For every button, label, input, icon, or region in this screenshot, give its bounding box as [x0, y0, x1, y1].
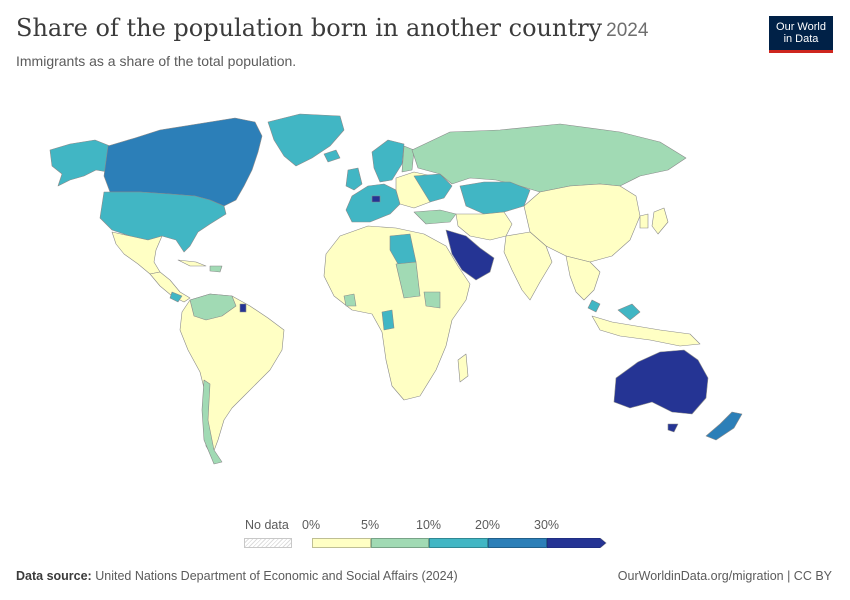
- title-text: Share of the population born in another …: [16, 14, 603, 42]
- region-cote-divoire[interactable]: [343, 293, 357, 307]
- data-source-text: United Nations Department of Economic an…: [95, 569, 458, 583]
- region-iceland[interactable]: [323, 149, 341, 163]
- legend-tick-0: 0%: [302, 518, 321, 532]
- legend-tick-4: 30%: [534, 518, 560, 532]
- world-map[interactable]: [0, 80, 850, 500]
- data-source-label: Data source:: [16, 569, 92, 583]
- region-central-america[interactable]: [149, 271, 191, 303]
- region-chile[interactable]: [201, 379, 223, 465]
- region-western-europe[interactable]: [345, 183, 401, 223]
- region-scandinavia[interactable]: [371, 139, 405, 183]
- region-mexico[interactable]: [111, 231, 163, 275]
- region-ethiopia-area[interactable]: [423, 291, 441, 309]
- title-year: 2024: [606, 20, 649, 41]
- region-kazakhstan[interactable]: [459, 181, 531, 215]
- region-malaysia[interactable]: [587, 299, 601, 313]
- region-finland[interactable]: [401, 145, 415, 173]
- region-costa-rica[interactable]: [169, 291, 183, 303]
- legend-bin-0[interactable]: [312, 538, 371, 548]
- legend-bin-2[interactable]: [429, 538, 488, 548]
- region-africa[interactable]: [323, 225, 471, 401]
- region-greenland[interactable]: [267, 113, 345, 167]
- region-sudan-chad[interactable]: [395, 261, 421, 299]
- region-tasmania[interactable]: [667, 423, 679, 433]
- region-australia[interactable]: [613, 349, 709, 415]
- region-japan[interactable]: [651, 207, 669, 235]
- region-korea[interactable]: [639, 213, 649, 229]
- region-russia[interactable]: [411, 123, 687, 193]
- region-new-zealand[interactable]: [705, 411, 743, 441]
- region-united-states[interactable]: [99, 191, 227, 253]
- region-saudi-arabia-gulf[interactable]: [445, 229, 495, 281]
- region-india[interactable]: [503, 231, 553, 301]
- region-china-mongolia[interactable]: [523, 183, 641, 263]
- footer-link[interactable]: OurWorldinData.org/migration | CC BY: [617, 569, 832, 583]
- legend-bin-4[interactable]: [547, 538, 607, 548]
- legend-no-data-swatch: [244, 538, 292, 548]
- region-turkey[interactable]: [413, 209, 457, 225]
- chart-subtitle: Immigrants as a share of the total popul…: [16, 53, 297, 69]
- legend-bin-1[interactable]: [371, 538, 429, 548]
- legend-no-data-label: No data: [245, 518, 289, 532]
- legend-tick-3: 20%: [475, 518, 501, 532]
- region-indonesia[interactable]: [591, 315, 701, 347]
- region-switzerland[interactable]: [371, 195, 381, 203]
- legend-tick-1: 5%: [361, 518, 380, 532]
- legend-tick-2: 10%: [416, 518, 442, 532]
- region-belarus-ukraine[interactable]: [413, 173, 453, 203]
- legend-bin-3[interactable]: [488, 538, 547, 548]
- logo-line-2: in Data: [783, 33, 819, 45]
- chart-title: Share of the population born in another …: [16, 14, 648, 42]
- data-source: Data source: United Nations Department o…: [16, 569, 458, 583]
- map-legend: No data 0% 5% 10% 20% 30%: [0, 514, 850, 554]
- region-south-america[interactable]: [179, 293, 285, 457]
- region-cuba[interactable]: [177, 259, 207, 267]
- logo-line-1: Our World: [776, 21, 826, 33]
- region-gabon[interactable]: [381, 309, 395, 331]
- region-hispaniola[interactable]: [209, 265, 223, 273]
- region-alaska[interactable]: [49, 139, 111, 187]
- region-uk-ireland[interactable]: [345, 167, 363, 191]
- region-brunei-borneo[interactable]: [617, 303, 641, 321]
- region-southeast-asia[interactable]: [565, 255, 601, 301]
- region-french-guiana[interactable]: [239, 303, 247, 313]
- region-colombia-venezuela[interactable]: [189, 293, 237, 321]
- region-madagascar[interactable]: [457, 353, 469, 383]
- owid-logo[interactable]: Our World in Data: [769, 16, 833, 53]
